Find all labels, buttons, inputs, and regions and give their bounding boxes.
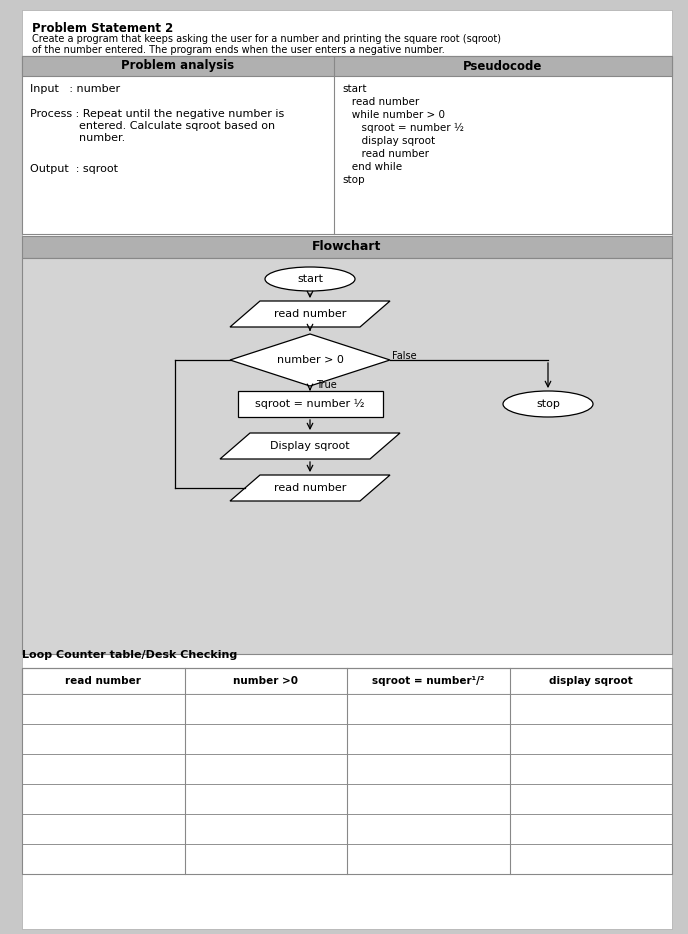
Text: Problem Statement 2: Problem Statement 2 xyxy=(32,22,173,35)
Text: sqroot = number ½: sqroot = number ½ xyxy=(255,399,365,409)
Bar xyxy=(22,844,672,874)
Text: start: start xyxy=(297,274,323,284)
Bar xyxy=(22,724,672,754)
Text: number >0: number >0 xyxy=(233,676,299,686)
Text: start: start xyxy=(342,84,367,94)
Text: Create a program that keeps asking the user for a number and printing the square: Create a program that keeps asking the u… xyxy=(32,34,501,44)
Text: sqroot = number ½: sqroot = number ½ xyxy=(342,123,464,133)
Text: False: False xyxy=(392,351,417,361)
Text: display sqroot: display sqroot xyxy=(342,136,435,146)
Bar xyxy=(22,754,672,784)
Text: stop: stop xyxy=(536,399,560,409)
Text: Problem analysis: Problem analysis xyxy=(122,60,235,73)
Text: Display sqroot: Display sqroot xyxy=(270,441,350,451)
Bar xyxy=(22,784,672,814)
Text: read number: read number xyxy=(342,97,419,107)
Bar xyxy=(237,391,383,417)
Text: display sqroot: display sqroot xyxy=(549,676,633,686)
Bar xyxy=(22,668,672,694)
Text: end while: end while xyxy=(342,162,402,172)
Text: Pseudocode: Pseudocode xyxy=(463,60,543,73)
Bar xyxy=(22,668,672,874)
Bar xyxy=(22,56,672,234)
Text: entered. Calculate sqroot based on: entered. Calculate sqroot based on xyxy=(30,121,275,131)
Text: Loop Counter table/Desk Checking: Loop Counter table/Desk Checking xyxy=(22,650,237,660)
Text: Flowchart: Flowchart xyxy=(312,240,382,253)
Text: True: True xyxy=(316,380,336,390)
Text: while number > 0: while number > 0 xyxy=(342,110,445,120)
Text: read number: read number xyxy=(274,483,346,493)
Text: read number: read number xyxy=(274,309,346,319)
Polygon shape xyxy=(230,475,390,501)
Polygon shape xyxy=(230,301,390,327)
Bar xyxy=(22,694,672,724)
Text: sqroot = number¹/²: sqroot = number¹/² xyxy=(372,676,484,686)
Polygon shape xyxy=(220,433,400,459)
Bar xyxy=(22,258,672,654)
Ellipse shape xyxy=(503,391,593,417)
Text: Process : Repeat until the negative number is: Process : Repeat until the negative numb… xyxy=(30,109,284,119)
Polygon shape xyxy=(230,334,390,386)
Ellipse shape xyxy=(265,267,355,291)
Text: of the number entered. The program ends when the user enters a negative number.: of the number entered. The program ends … xyxy=(32,45,444,55)
Bar xyxy=(22,814,672,844)
Text: read number: read number xyxy=(342,149,429,159)
Text: number > 0: number > 0 xyxy=(277,355,343,365)
Bar xyxy=(22,236,672,258)
Text: number.: number. xyxy=(30,133,125,143)
Text: Output  : sqroot: Output : sqroot xyxy=(30,164,118,174)
Bar xyxy=(22,56,672,76)
Text: Input   : number: Input : number xyxy=(30,84,120,94)
Text: read number: read number xyxy=(65,676,141,686)
Text: stop: stop xyxy=(342,175,365,185)
